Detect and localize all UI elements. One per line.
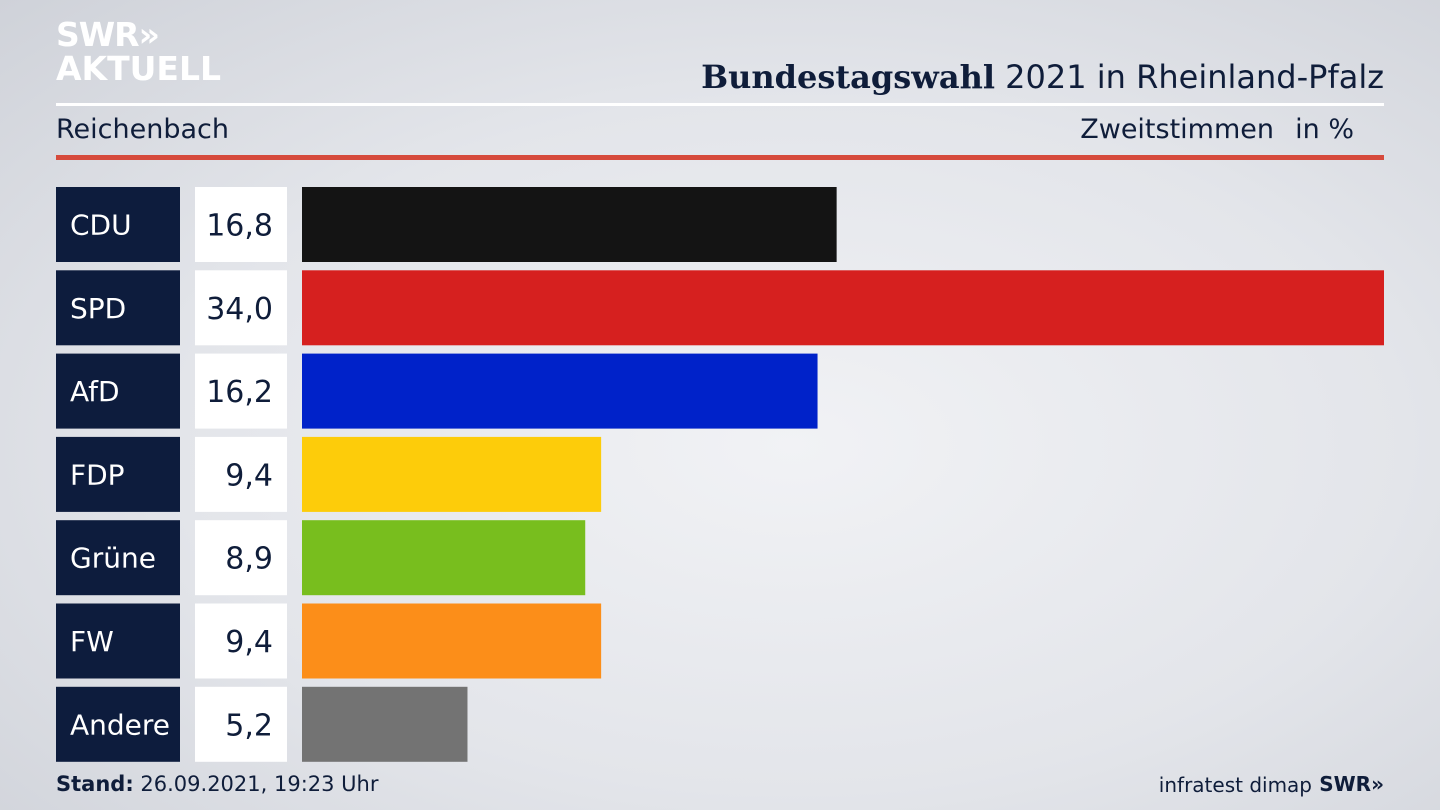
party-label-box-andere (56, 686, 180, 762)
party-label-box-spd (56, 270, 180, 346)
source-label: infratest dimap (1158, 773, 1312, 797)
accent-divider (56, 155, 1384, 160)
value-label-spd: 34,0 (206, 292, 273, 327)
bar-afd (302, 353, 818, 429)
bar-cdu (302, 187, 837, 262)
title-bold: Bundestagswahl (701, 58, 995, 96)
value-label-fdp: 9,4 (225, 458, 273, 493)
value-box-cdu (195, 187, 287, 262)
page-title: Bundestagswahl 2021 in Rheinland-Pfalz (701, 58, 1384, 96)
unit-label: in % (1295, 114, 1354, 145)
value-box-fdp (195, 436, 287, 512)
party-label-box-fdp (56, 436, 180, 512)
bar-fdp (302, 436, 602, 512)
party-label-box-cdu (56, 187, 180, 262)
party-label-cdu: CDU (70, 209, 132, 242)
bar-spd (302, 270, 1384, 346)
party-label-gruene: Grüne (70, 542, 156, 575)
district-name: Reichenbach (56, 114, 229, 145)
value-box-fw (195, 603, 287, 679)
bar-fw (302, 603, 602, 679)
party-label-andere: Andere (70, 708, 170, 741)
logo-line-2: AKTUELL (56, 49, 222, 88)
vote-type-label: Zweitstimmen (1080, 114, 1274, 145)
swr-aktuell-logo: SWR» AKTUELL (56, 18, 221, 85)
value-label-cdu: 16,8 (206, 209, 273, 244)
header-divider (56, 103, 1384, 106)
party-label-spd: SPD (70, 292, 126, 325)
value-box-spd (195, 270, 287, 346)
title-rest: 2021 in Rheinland-Pfalz (995, 58, 1384, 96)
value-label-afd: 16,2 (206, 375, 273, 410)
value-box-gruene (195, 520, 287, 596)
party-label-fw: FW (70, 625, 114, 658)
swr-brand-logo: SWR» (1319, 772, 1384, 796)
value-label-fw: 9,4 (225, 625, 273, 660)
value-label-andere: 5,2 (225, 708, 273, 743)
party-label-box-fw (56, 603, 180, 679)
bar-gruene (302, 520, 586, 596)
value-label-gruene: 8,9 (225, 542, 273, 577)
bar-andere (302, 686, 468, 762)
value-box-afd (195, 353, 287, 429)
value-box-andere (195, 686, 287, 762)
bar-chart: CDU 16,8 SPD 34,0 AfD 16,2 FDP 9,4 Grüne 8,9 FW 9,4… (56, 187, 1384, 762)
party-label-box-afd (56, 353, 180, 429)
timestamp: Stand: 26.09.2021, 19:23 Uhr (56, 772, 379, 796)
party-label-afd: AfD (70, 375, 120, 408)
party-label-fdp: FDP (70, 458, 125, 491)
logo-line-1: SWR» (56, 15, 160, 54)
stand-label: Stand: (56, 772, 134, 796)
stand-value: 26.09.2021, 19:23 Uhr (133, 772, 379, 796)
party-label-box-gruene (56, 520, 180, 596)
